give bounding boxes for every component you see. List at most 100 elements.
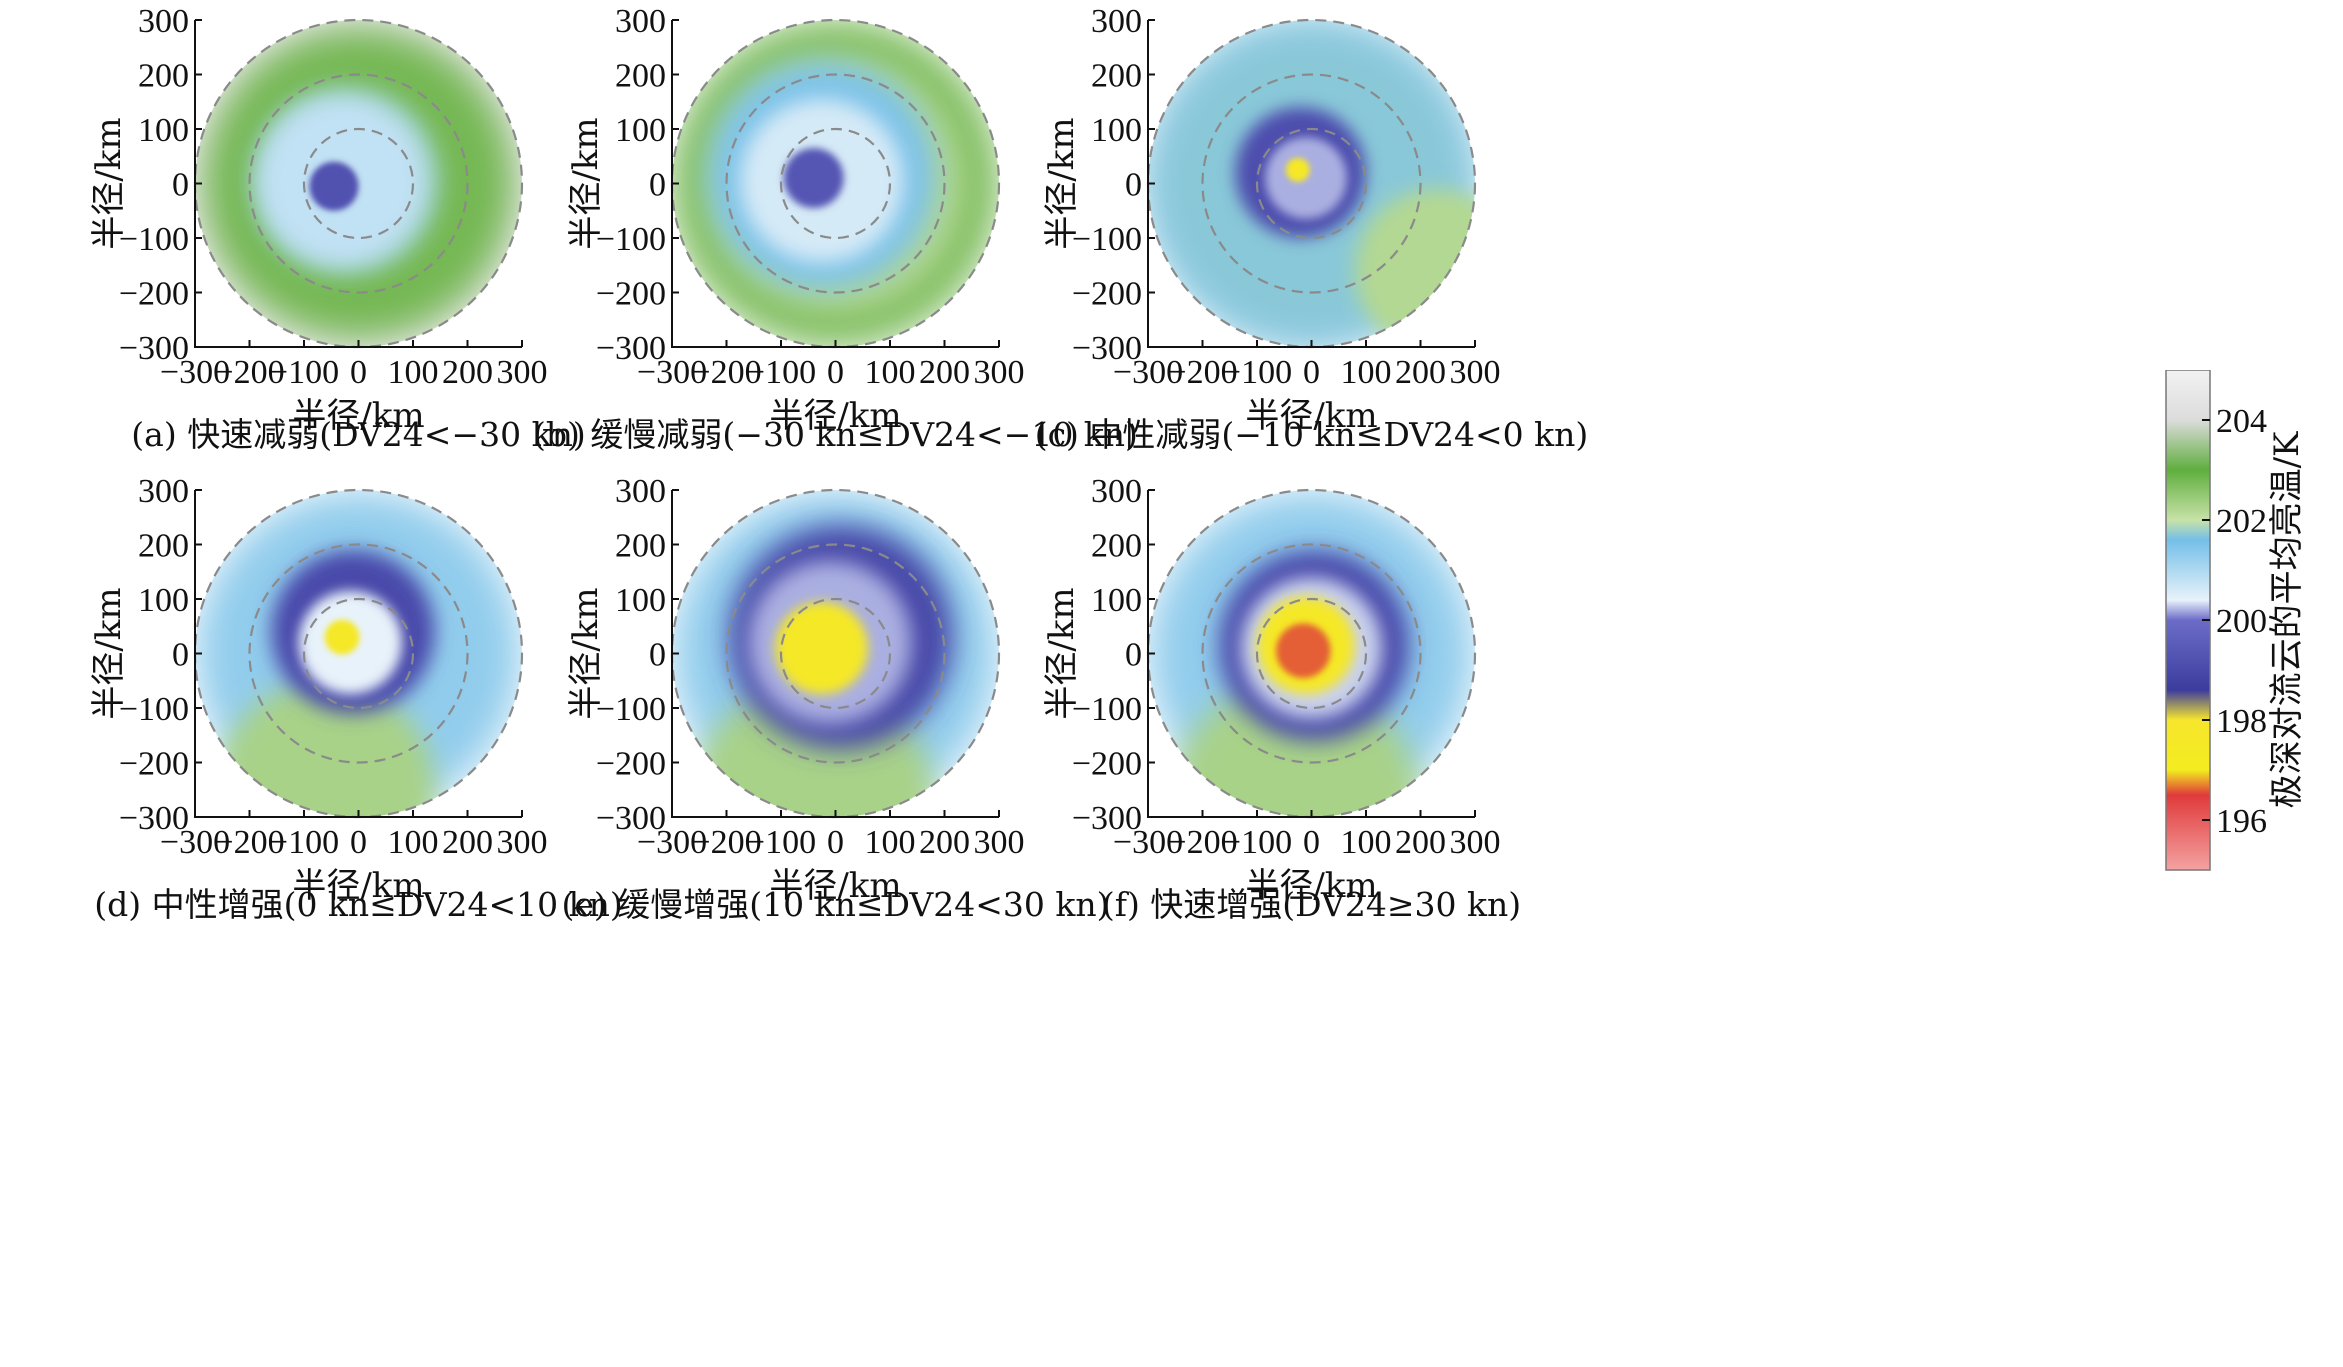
y-tick-label: 0 [172,637,189,674]
x-tick-label: −300 [1113,824,1183,861]
y-tick-label: 200 [138,58,189,95]
y-tick-label: −200 [596,276,666,313]
y-tick-label: 200 [1091,528,1142,565]
panel-caption-b: (b) 缓慢减弱(−30 kn≤DV24<−10 kn) [533,415,1138,454]
y-tick-label: −200 [1072,746,1142,783]
x-tick-label: −300 [1113,354,1183,391]
y-tick-label: 300 [615,3,666,40]
panel-b: 300 200 100 0 −100 −200 −300 −300 −200 −100 0 100 20… [533,0,1292,680]
x-tick-label: −300 [160,354,230,391]
x-tick-label: −200 [214,824,284,861]
x-tick-label: −100 [1222,354,1292,391]
y-tick-label: 300 [138,3,189,40]
x-tick-label: −300 [637,354,707,391]
tb-region [324,619,360,655]
y-tick-label: 200 [615,58,666,95]
x-tick-label: −300 [637,824,707,861]
x-tick-label: −100 [269,354,339,391]
panel-caption-a: (a) 快速减弱(DV24<−30 kn) [131,415,586,454]
x-axis-label: 半径/km [769,396,901,436]
y-tick-label: −300 [1072,800,1142,837]
y-tick-label: −200 [119,746,189,783]
colorbar: 204 202 200 198 196 极深对流云的平均亮温/K [2160,369,2310,880]
x-tick-label: 0 [1303,354,1320,391]
y-tick-label: 100 [1091,112,1142,149]
radius-ring-200 [248,73,469,294]
y-tick-label: 200 [138,528,189,565]
radius-ring-100 [779,127,892,240]
x-tick-label: −300 [160,824,230,861]
y-tick-label: −100 [1072,221,1142,258]
y-tick-label: 100 [138,112,189,149]
tb-region [783,148,844,209]
y-tick-label: 300 [1091,3,1142,40]
x-tick-label: 300 [497,824,548,861]
x-tick-label: 100 [865,354,916,391]
x-tick-label: 200 [919,354,970,391]
y-tick-label: −100 [119,221,189,258]
y-tick-label: 100 [615,582,666,619]
x-tick-label: 200 [919,824,970,861]
y-tick-label: −300 [1072,330,1142,367]
tb-region [1355,188,1475,347]
x-tick-label: 300 [974,354,1025,391]
heatmap-field [1148,20,1475,347]
colorbar-tick-label: 202 [2216,503,2267,540]
y-tick-label: −100 [1072,691,1142,728]
x-axis-label: 半径/km [292,396,424,436]
x-tick-label: −100 [1222,824,1292,861]
radius-ring-200 [248,543,469,764]
panel-a: 300 200 100 0 −100 −200 −300 −300 −200 −100 0 100 20… [89,0,815,680]
y-axis-label: 半径/km [89,587,129,719]
x-tick-label: 100 [1341,354,1392,391]
tb-region [216,680,435,817]
x-tick-label: 100 [1341,824,1392,861]
radius-ring-200 [1201,73,1422,294]
x-tick-label: 200 [442,354,493,391]
x-tick-label: 300 [974,824,1025,861]
x-tick-label: 300 [1450,824,1501,861]
y-tick-label: 0 [1125,637,1142,674]
x-tick-label: −200 [1167,824,1237,861]
x-axis-label: 半径/km [292,866,424,906]
radius-ring-200 [1201,543,1422,764]
y-tick-label: 300 [138,473,189,510]
heatmap-field [195,20,522,347]
y-tick-label: 0 [649,167,666,204]
radius-ring-100 [1255,597,1368,710]
y-tick-label: −100 [119,691,189,728]
x-tick-label: 0 [1303,824,1320,861]
x-tick-label: 0 [350,824,367,861]
x-tick-label: 200 [1395,354,1446,391]
x-axis-label: 半径/km [1245,396,1377,436]
y-tick-label: 0 [649,637,666,674]
x-tick-label: 300 [497,354,548,391]
tb-region [1169,680,1421,817]
x-tick-label: 200 [442,824,493,861]
tb-region [1276,623,1331,679]
y-axis-label: 半径/km [1042,587,1082,719]
x-tick-label: 100 [388,354,439,391]
y-tick-label: −100 [596,221,666,258]
tb-region [309,161,359,211]
tb-region [1285,157,1310,182]
x-tick-label: −100 [746,354,816,391]
y-tick-label: −300 [119,330,189,367]
y-tick-label: −300 [596,330,666,367]
panel-caption-d: (d) 中性增强(0 kn≤DV24<10 kn) [94,885,623,924]
radius-ring-200 [725,73,946,294]
y-tick-label: −200 [119,276,189,313]
y-axis-label: 半径/km [1042,117,1082,249]
y-tick-label: 0 [172,167,189,204]
y-axis-label: 半径/km [89,117,129,249]
y-tick-label: −200 [1072,276,1142,313]
y-tick-label: 200 [1091,58,1142,95]
radius-ring-100 [779,597,892,710]
x-tick-label: −100 [269,824,339,861]
y-tick-label: −200 [596,746,666,783]
